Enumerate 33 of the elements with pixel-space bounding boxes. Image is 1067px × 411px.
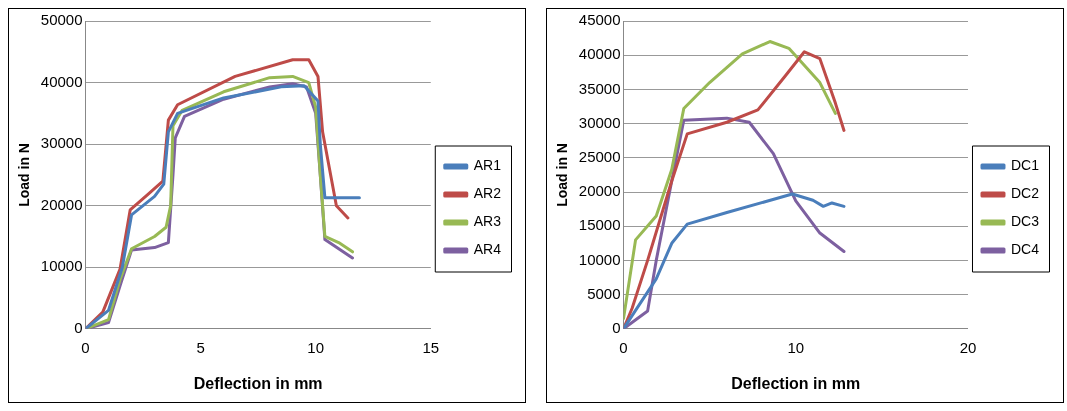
y-tick-label: 40000 [40, 72, 83, 90]
y-tick-label: 15000 [578, 216, 621, 234]
y-axis-title: Load in N [16, 143, 33, 207]
legend-label: AR3 [473, 213, 502, 230]
y-tick-label: 20000 [40, 195, 83, 213]
x-tick-label: 20 [959, 338, 977, 356]
y-tick-label: 25000 [578, 147, 621, 165]
y-axis-title: Load in N [554, 143, 571, 207]
y-tick-label: 20000 [578, 182, 621, 200]
y-tick-label: 30000 [40, 134, 83, 152]
x-tick-label: 10 [307, 338, 325, 356]
x-axis-title: Deflection in mm [193, 374, 323, 392]
x-axis-title: Deflection in mm [731, 374, 861, 392]
y-tick-label: 35000 [578, 79, 621, 97]
legend-label: DC1 [1010, 157, 1040, 174]
y-tick-label: 0 [74, 318, 83, 336]
legend-label: DC2 [1010, 185, 1040, 202]
x-tick-label: 10 [787, 338, 805, 356]
legend-label: AR4 [473, 241, 502, 258]
y-tick-label: 10000 [578, 250, 621, 268]
legend-label: DC4 [1010, 241, 1040, 258]
y-tick-label: 30000 [578, 113, 621, 131]
x-tick-label: 5 [196, 338, 205, 356]
legend-label: DC3 [1010, 213, 1040, 230]
y-tick-label: 45000 [578, 11, 621, 29]
legend-label: AR1 [473, 157, 502, 174]
y-tick-label: 10000 [40, 257, 83, 275]
y-tick-label: 5000 [587, 284, 621, 302]
y-tick-label: 40000 [578, 45, 621, 63]
y-tick-label: 0 [612, 318, 621, 336]
legend-label: AR2 [473, 185, 502, 202]
x-tick-label: 15 [422, 338, 440, 356]
y-tick-label: 50000 [40, 11, 83, 29]
